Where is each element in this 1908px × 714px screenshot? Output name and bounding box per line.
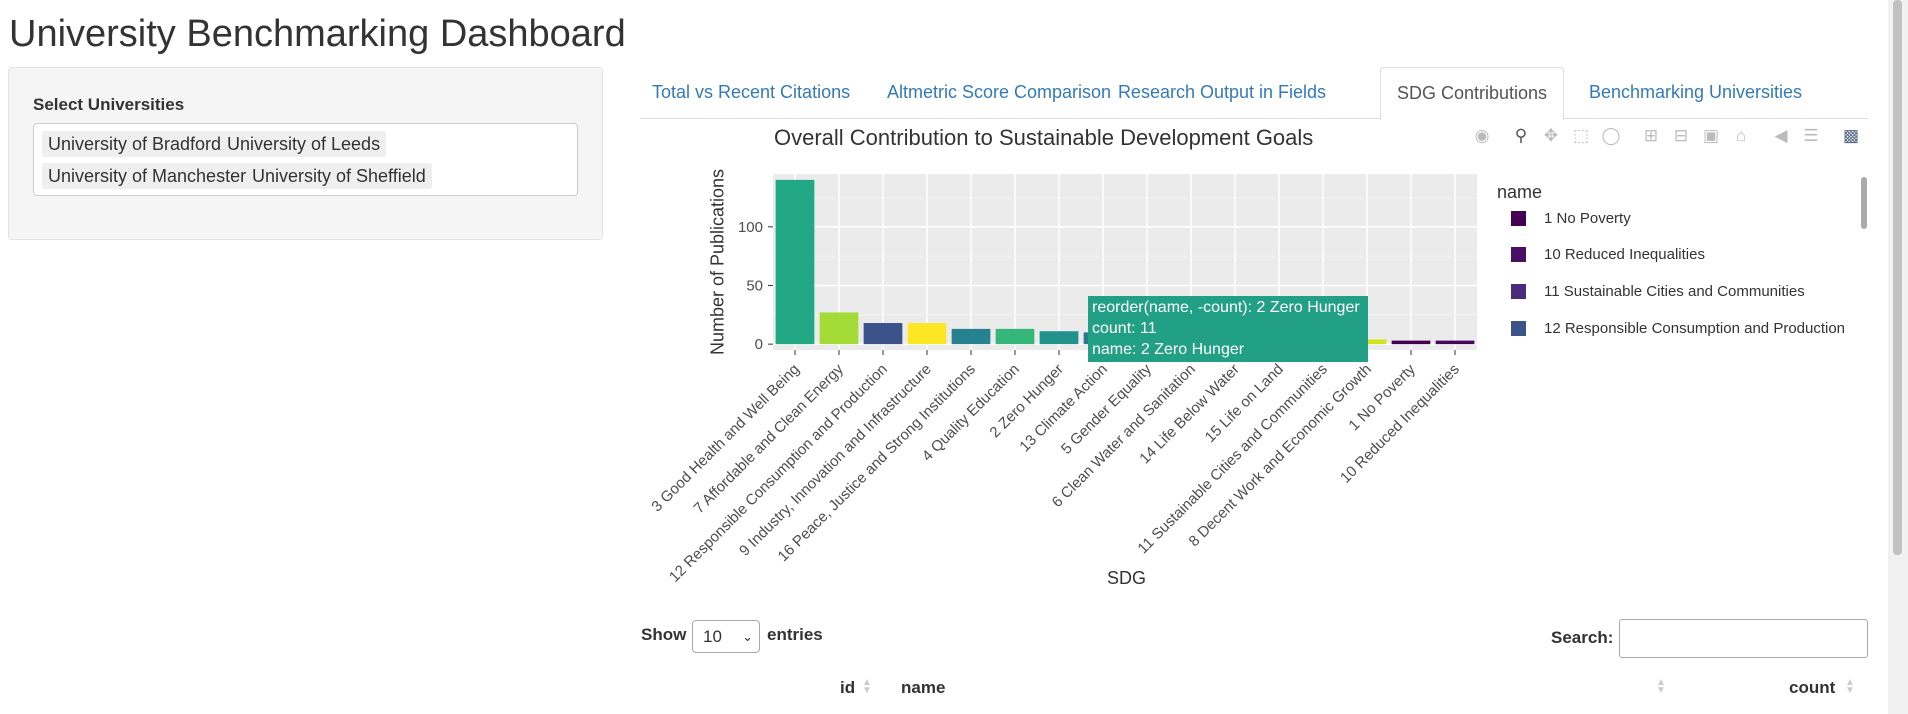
zoom-out-icon[interactable]: ⊟: [1673, 126, 1689, 145]
column-header-name[interactable]: name: [901, 678, 946, 697]
hover-tooltip: reorder(name, -count): 2 Zero Hunger cou…: [1088, 296, 1368, 362]
entries-select[interactable]: 10 ⌄: [692, 620, 760, 653]
autoscale-icon[interactable]: ▣: [1702, 126, 1720, 145]
sort-icon[interactable]: ▲ ▼: [862, 677, 872, 696]
column-header-id[interactable]: id: [840, 678, 856, 697]
university-chip[interactable]: University of Sheffield: [246, 163, 432, 189]
university-chip[interactable]: University of Leeds: [221, 131, 387, 157]
university-multiselect[interactable]: University of Bradford University of Lee…: [33, 123, 578, 196]
sort-icon[interactable]: ▲ ▼: [1845, 677, 1855, 696]
tab-total-vs-recent-citations[interactable]: Total vs Recent Citations: [652, 82, 851, 102]
plotly-logo-icon[interactable]: ▩: [1842, 126, 1860, 145]
show-label: Show: [641, 625, 687, 644]
legend-label: 11 Sustainable Cities and Communities: [1544, 283, 1805, 300]
search-input[interactable]: [1619, 619, 1868, 658]
column-header-count[interactable]: count: [1789, 678, 1836, 697]
box-select-icon[interactable]: ⬚: [1572, 126, 1590, 145]
legend-label: 1 No Poverty: [1544, 210, 1631, 227]
chart-title: Overall Contribution to Sustainable Deve…: [774, 125, 1314, 150]
y-tick-label: 0: [755, 336, 763, 353]
bar[interactable]: [775, 179, 815, 345]
select-universities-label: Select Universities: [33, 95, 185, 114]
legend-swatch: [1511, 211, 1526, 226]
tab-benchmarking-universities[interactable]: Benchmarking Universities: [1588, 82, 1803, 102]
zoom-icon[interactable]: ⚲: [1514, 126, 1528, 145]
page-scrollbar-thumb[interactable]: [1893, 0, 1902, 555]
legend-scrollbar[interactable]: [1861, 177, 1867, 229]
bar[interactable]: [863, 323, 903, 345]
home-icon[interactable]: ⌂: [1735, 126, 1747, 145]
tab-altmetric-score-comparison[interactable]: Altmetric Score Comparison: [887, 82, 1112, 102]
legend-label: 12 Responsible Consumption and Productio…: [1544, 320, 1846, 337]
compare-icon[interactable]: ☰: [1803, 126, 1819, 145]
university-chip[interactable]: University of Bradford: [42, 131, 228, 157]
y-tick-label: 100: [738, 219, 763, 236]
x-axis-label: SDG: [1107, 568, 1147, 588]
bar[interactable]: [1435, 340, 1475, 345]
bar[interactable]: [995, 328, 1035, 345]
chevron-down-icon: ⌄: [742, 629, 753, 644]
sidebar-panel: Select Universities University of Bradfo…: [8, 67, 603, 240]
bar[interactable]: [1391, 340, 1431, 345]
entries-label: entries: [767, 625, 823, 644]
lasso-icon[interactable]: ◯: [1601, 126, 1621, 145]
legend-swatch: [1511, 284, 1526, 299]
x-tick-label: 15 Life on Land: [1202, 361, 1287, 446]
tab-research-output-in-fields[interactable]: Research Output in Fields: [1117, 82, 1327, 102]
university-chip[interactable]: University of Manchester: [42, 163, 253, 189]
entries-value: 10: [703, 627, 722, 646]
legend-swatch: [1511, 321, 1526, 336]
bar[interactable]: [907, 323, 947, 345]
camera-icon[interactable]: ◉: [1474, 126, 1490, 145]
spike-icon[interactable]: ◀: [1774, 126, 1788, 145]
y-axis-label: Number of Publications: [707, 168, 728, 356]
tooltip-line: count: 11: [1092, 320, 1157, 337]
app-title: University Benchmarking Dashboard: [9, 13, 626, 55]
tooltip-line: reorder(name, -count): 2 Zero Hunger: [1092, 299, 1360, 316]
tooltip-line: name: 2 Zero Hunger: [1092, 341, 1245, 358]
bar[interactable]: [819, 312, 859, 345]
y-tick-label: 50: [746, 277, 763, 294]
tab-sdg-contributions[interactable]: SDG Contributions: [1380, 67, 1564, 120]
legend-swatch: [1511, 247, 1526, 262]
tab-bar: Total vs Recent Citations Altmetric Scor…: [640, 67, 1868, 120]
bar[interactable]: [1039, 331, 1079, 345]
y-axis: 0 50 100: [738, 219, 773, 353]
legend-label: 10 Reduced Inequalities: [1544, 246, 1705, 263]
zoom-in-icon[interactable]: ⊞: [1643, 126, 1659, 145]
legend-title: name: [1497, 182, 1543, 202]
sort-icon[interactable]: ▲ ▼: [1656, 677, 1666, 696]
search-label: Search:: [1551, 628, 1614, 647]
bar[interactable]: [951, 328, 991, 345]
pan-icon[interactable]: ✥: [1543, 126, 1559, 145]
